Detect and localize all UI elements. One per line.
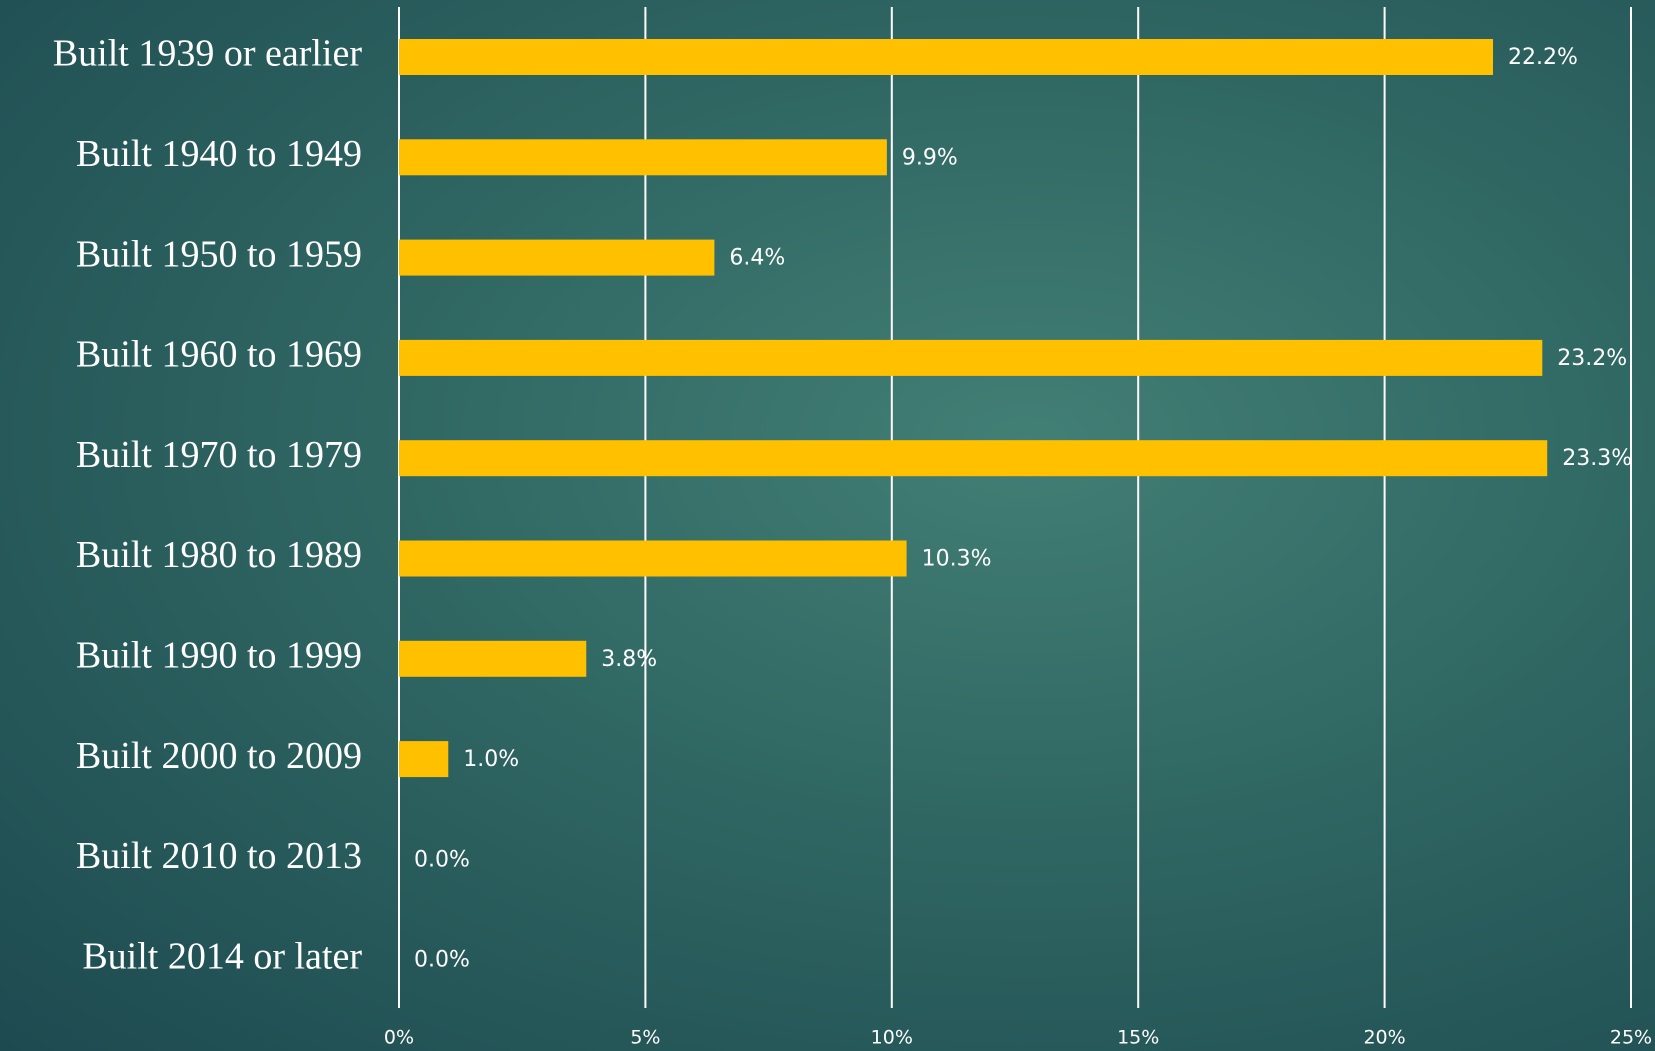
category-label: Built 1939 or earlier bbox=[53, 33, 363, 75]
bar bbox=[399, 640, 587, 677]
category-label: Built 1970 to 1979 bbox=[76, 434, 362, 476]
category-label: Built 2010 to 2013 bbox=[76, 835, 362, 877]
bar bbox=[399, 39, 1494, 75]
x-tick-label: 0% bbox=[384, 1027, 414, 1049]
x-tick-label: 10% bbox=[871, 1027, 913, 1049]
x-tick-label: 5% bbox=[630, 1027, 660, 1049]
category-label: Built 1990 to 1999 bbox=[76, 635, 362, 677]
category-label: Built 1950 to 1959 bbox=[76, 233, 362, 275]
value-label: 0.0% bbox=[414, 948, 470, 973]
category-label: Built 1980 to 1989 bbox=[76, 534, 362, 576]
category-label: Built 2014 or later bbox=[82, 935, 362, 977]
value-label: 6.4% bbox=[729, 246, 785, 271]
x-tick-label: 25% bbox=[1610, 1027, 1652, 1049]
value-label: 23.2% bbox=[1557, 346, 1627, 371]
bar bbox=[399, 741, 449, 778]
value-label: 3.8% bbox=[601, 647, 657, 672]
bar bbox=[399, 440, 1548, 477]
bar bbox=[399, 139, 887, 176]
x-tick-label: 20% bbox=[1363, 1027, 1405, 1049]
bar bbox=[399, 339, 1543, 376]
category-label: Built 1960 to 1969 bbox=[76, 334, 362, 376]
category-label: Built 2000 to 2009 bbox=[76, 735, 362, 777]
value-label: 22.2% bbox=[1508, 45, 1578, 70]
value-label: 9.9% bbox=[902, 145, 958, 170]
bar bbox=[399, 540, 907, 577]
x-tick-label: 15% bbox=[1117, 1027, 1159, 1049]
value-label: 10.3% bbox=[922, 547, 992, 572]
value-label: 1.0% bbox=[463, 747, 519, 772]
category-label: Built 1940 to 1949 bbox=[76, 133, 362, 175]
value-label: 0.0% bbox=[414, 847, 470, 872]
bar bbox=[399, 239, 715, 276]
value-label: 23.3% bbox=[1562, 446, 1632, 471]
